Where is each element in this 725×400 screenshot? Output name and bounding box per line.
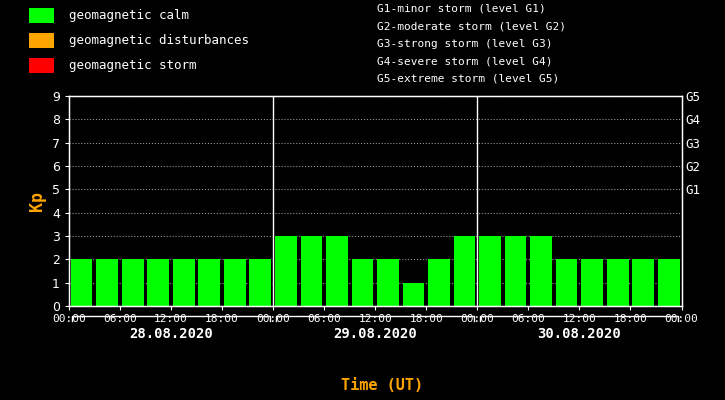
- Bar: [428, 259, 450, 306]
- Bar: [122, 259, 144, 306]
- Bar: [607, 259, 629, 306]
- Bar: [377, 259, 399, 306]
- Bar: [301, 236, 322, 306]
- Text: G5-extreme storm (level G5): G5-extreme storm (level G5): [377, 74, 559, 84]
- Bar: [632, 259, 654, 306]
- Bar: [275, 236, 297, 306]
- Bar: [479, 236, 501, 306]
- Bar: [147, 259, 169, 306]
- FancyBboxPatch shape: [29, 8, 54, 23]
- Text: geomagnetic disturbances: geomagnetic disturbances: [69, 34, 249, 47]
- Bar: [352, 259, 373, 306]
- Bar: [326, 236, 348, 306]
- Bar: [173, 259, 194, 306]
- Bar: [658, 259, 679, 306]
- Bar: [249, 259, 271, 306]
- FancyBboxPatch shape: [29, 33, 54, 48]
- Bar: [530, 236, 552, 306]
- Text: G2-moderate storm (level G2): G2-moderate storm (level G2): [377, 21, 566, 31]
- Text: 29.08.2020: 29.08.2020: [334, 326, 417, 340]
- Text: G4-severe storm (level G4): G4-severe storm (level G4): [377, 56, 552, 66]
- Text: Time (UT): Time (UT): [341, 378, 423, 394]
- Text: G3-strong storm (level G3): G3-strong storm (level G3): [377, 39, 552, 49]
- Bar: [71, 259, 93, 306]
- Text: 30.08.2020: 30.08.2020: [537, 326, 621, 340]
- FancyBboxPatch shape: [29, 58, 54, 73]
- Text: geomagnetic storm: geomagnetic storm: [69, 59, 196, 72]
- Bar: [224, 259, 246, 306]
- Bar: [556, 259, 578, 306]
- Bar: [454, 236, 476, 306]
- Bar: [581, 259, 603, 306]
- Text: geomagnetic calm: geomagnetic calm: [69, 9, 189, 22]
- Bar: [505, 236, 526, 306]
- Bar: [96, 259, 118, 306]
- Text: 28.08.2020: 28.08.2020: [129, 326, 213, 340]
- Bar: [402, 283, 424, 306]
- Y-axis label: Kp: Kp: [28, 191, 46, 211]
- Bar: [199, 259, 220, 306]
- Text: G1-minor storm (level G1): G1-minor storm (level G1): [377, 3, 546, 13]
